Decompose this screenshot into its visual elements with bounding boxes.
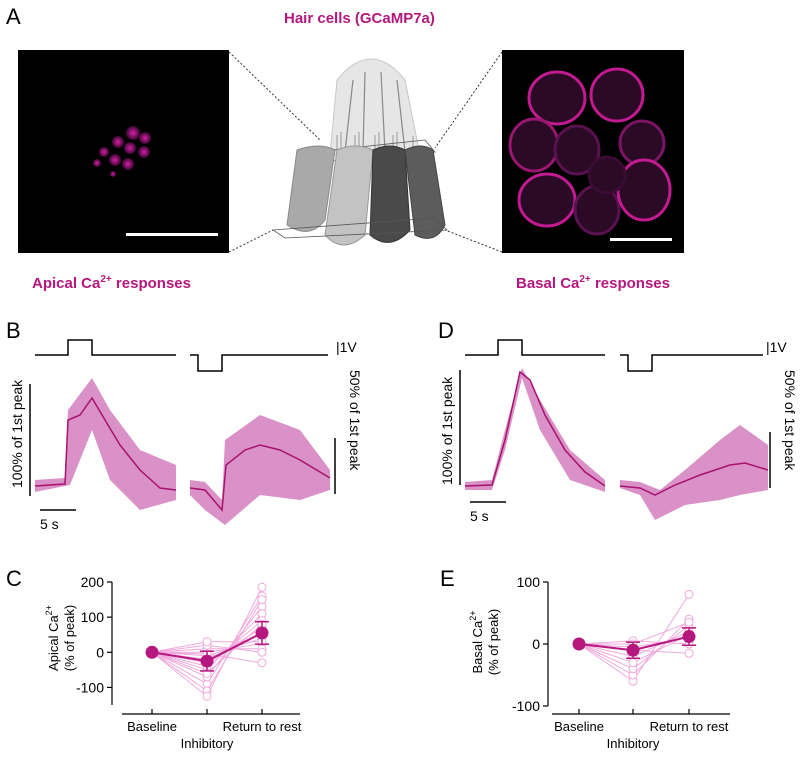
panel-label-b: B	[6, 318, 21, 343]
basal-cell-cluster	[508, 67, 672, 236]
basal-trace-panel: |1V 5 s 100% of 1st peak 50% of 1st peak	[439, 339, 798, 524]
voltage-step-depolarizing	[35, 339, 176, 356]
kinocilia	[344, 71, 406, 153]
right-scale-label: 50% of 1st peak	[782, 370, 798, 471]
hair-cell-2	[324, 145, 374, 246]
voltage-step-depolarizing	[465, 339, 605, 356]
y-axis-label-superscript: 2+	[468, 610, 478, 620]
y-tick-label: 0	[96, 644, 104, 660]
right-scale-label: 50% of 1st peak	[347, 370, 363, 471]
apical-sem-band-2	[190, 415, 330, 525]
y-tick-label: -100	[512, 698, 540, 714]
x-category-label: Inhibitory	[181, 736, 234, 751]
apical-trace-panel: |1V 5 s 100% of 1st peak 50% of 1st peak	[9, 339, 363, 532]
individual-cell-point	[628, 658, 638, 668]
mean-point	[626, 643, 640, 657]
y-tick-label: 200	[81, 574, 105, 590]
apical-mean-trace-2	[189, 444, 331, 512]
hair-cell-3	[369, 145, 411, 243]
basal-sem-band-1	[465, 368, 605, 492]
x-category-label: Inhibitory	[607, 736, 660, 751]
mean-point	[200, 654, 214, 668]
scale-bar	[610, 238, 672, 241]
individual-cell-point	[257, 647, 267, 657]
panel-label-d: D	[438, 318, 454, 343]
basal-responses-label: Basal Ca2+ responses	[516, 274, 670, 292]
individual-cell-point	[257, 595, 267, 605]
individual-cell-point	[257, 582, 267, 592]
hair-cell-1	[286, 145, 336, 232]
apical-responses-label: Apical Ca2+ responses	[32, 274, 191, 292]
voltage-scale-label: |1V	[336, 339, 357, 355]
y-axis-label-superscript: 2+	[44, 605, 54, 615]
voltage-scale-label: |1V	[766, 339, 787, 355]
projection-lines	[228, 51, 503, 253]
basal-mean-trace-1	[464, 370, 606, 487]
voltage-step-hyperpolarizing	[620, 354, 763, 372]
basal-sem-band-2	[620, 425, 768, 520]
x-category-label: Return to rest	[223, 719, 302, 734]
y-tick-label: -100	[76, 679, 104, 695]
hair-cell-4	[404, 145, 446, 239]
mean-point	[572, 637, 586, 651]
apical-sem-band-1	[35, 378, 176, 510]
y-axis-label-line2: (% of peak)	[62, 605, 77, 671]
x-category-label: Baseline	[554, 719, 604, 734]
individual-cell-point	[202, 637, 212, 647]
hair-cell-schematic	[228, 51, 503, 253]
individual-cell-point	[202, 691, 212, 701]
y-axis-label-line2: (% of peak)	[486, 609, 501, 675]
individual-cell-point	[257, 658, 267, 668]
individual-cell-point	[684, 617, 694, 627]
individual-cell-point	[684, 648, 694, 658]
y-axis-label-line1: Apical Ca	[46, 615, 61, 671]
panel-label-c: C	[6, 566, 22, 591]
panel-label-e: E	[440, 566, 455, 591]
voltage-step-hyperpolarizing	[190, 354, 328, 372]
mean-point	[682, 630, 696, 644]
left-scale-label: 100% of 1st peak	[439, 376, 455, 485]
time-scale-label: 5 s	[40, 516, 59, 532]
time-scale-label: 5 s	[470, 508, 489, 524]
apical-micrograph	[18, 50, 229, 253]
panel-a-title: Hair cells (GCaMP7a)	[284, 10, 435, 27]
apical-cell-cluster	[93, 126, 151, 177]
y-tick-label: 100	[81, 609, 105, 625]
mean-point	[255, 626, 269, 640]
basal-micrograph	[502, 50, 684, 253]
basal-plane	[271, 217, 448, 239]
x-category-label: Return to rest	[650, 719, 729, 734]
mean-point	[145, 645, 159, 659]
y-tick-label: 100	[517, 574, 541, 590]
scale-bar	[126, 233, 218, 236]
individual-cell-point	[684, 589, 694, 599]
y-axis-label: Apical Ca2+	[44, 605, 61, 671]
apical-summary-chart: 200 100 0 -100 Baseline Inhibitory Return to r…	[44, 574, 302, 751]
left-scale-label: 100% of 1st peak	[9, 379, 25, 488]
apical-mean-trace-1	[34, 396, 177, 491]
y-tick-label: 0	[532, 636, 540, 652]
y-axis-label: Basal Ca2+	[468, 610, 485, 673]
panel-label-a: A	[6, 4, 21, 29]
y-axis-label-line1: Basal Ca	[470, 620, 485, 674]
basal-mean-trace-2	[619, 462, 769, 496]
x-category-label: Baseline	[127, 719, 177, 734]
